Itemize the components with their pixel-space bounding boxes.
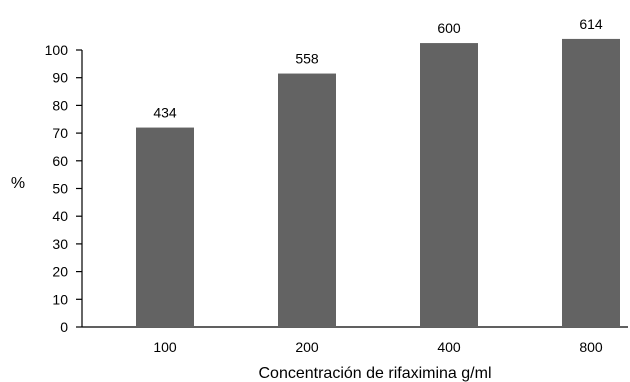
bar-data-label: 614	[579, 16, 603, 32]
x-tick-label: 400	[437, 339, 461, 355]
data-labels: 434 558 600 614	[153, 16, 603, 121]
y-tick-label: 20	[52, 264, 68, 280]
bar-data-label: 600	[437, 20, 461, 36]
bar-data-label: 558	[295, 51, 319, 67]
x-tick-label: 100	[153, 339, 177, 355]
y-ticks: 0 10 20 30 40 50 60 70 80 90 100	[45, 42, 82, 335]
y-tick-label: 50	[52, 181, 68, 197]
bar	[562, 38, 620, 328]
y-tick-label: 90	[52, 70, 68, 86]
y-tick-label: 60	[52, 153, 68, 169]
x-axis-title: Concentración de rifaximina g/ml	[259, 365, 492, 382]
bar	[278, 73, 336, 327]
y-tick-label: 0	[60, 319, 68, 335]
y-tick-label: 40	[52, 208, 68, 224]
bar	[136, 127, 194, 327]
x-tick-label: 200	[295, 339, 319, 355]
y-tick-label: 100	[45, 42, 69, 58]
x-ticks: 100 200 400 800	[153, 339, 603, 355]
x-tick-label: 800	[579, 339, 603, 355]
y-tick-label: 30	[52, 236, 68, 252]
bar-data-label: 434	[153, 105, 177, 121]
y-tick-label: 70	[52, 125, 68, 141]
y-tick-label: 10	[52, 291, 68, 307]
bar	[420, 43, 478, 327]
bars	[136, 38, 620, 328]
y-tick-label: 80	[52, 97, 68, 113]
y-axis-title: %	[11, 175, 25, 192]
